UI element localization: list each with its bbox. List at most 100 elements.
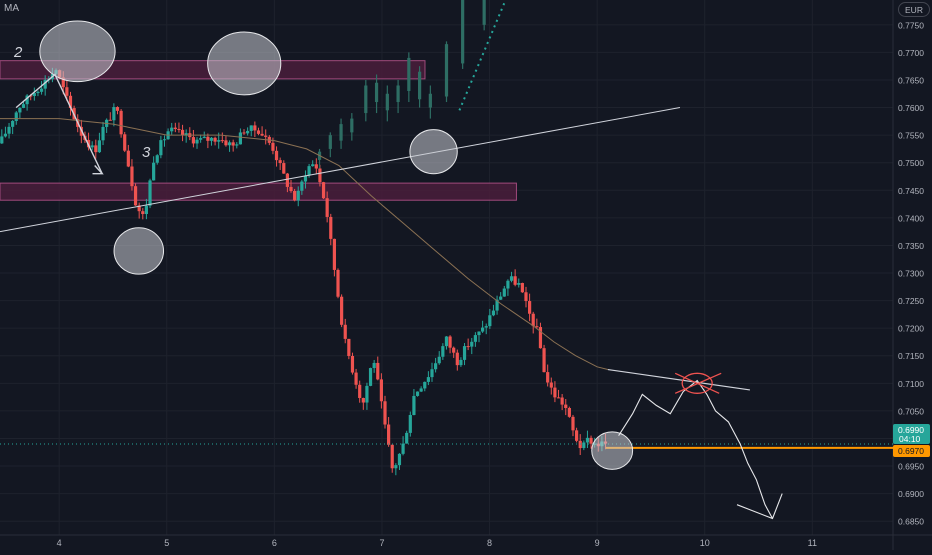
- candle-body: [358, 384, 362, 398]
- candle-body: [365, 385, 369, 403]
- candle-body: [481, 327, 485, 332]
- price-tick-label: 0.7400: [898, 213, 924, 223]
- candle-body: [97, 140, 102, 153]
- price-axis: 0.7750 0.7700 0.7650 0.7600 0.7550 0.7500 0.74…: [898, 20, 924, 526]
- candle-body: [231, 142, 235, 146]
- price-tick-label: 0.6950: [898, 462, 924, 472]
- time-tick-label: 7: [379, 538, 384, 548]
- indicator-legend[interactable]: MA: [4, 3, 19, 14]
- candle-body: [90, 145, 94, 148]
- candle-body: [112, 107, 116, 121]
- candle-body: [65, 87, 69, 96]
- candle-body: [177, 128, 181, 130]
- price-tick-label: 0.7350: [898, 241, 924, 251]
- price-tick-label: 0.6850: [898, 517, 924, 527]
- candle-body: [459, 359, 463, 366]
- candle-body: [538, 327, 543, 349]
- support-price-tag-bg: [893, 445, 930, 457]
- candle-body: [202, 136, 206, 139]
- candle-body: [162, 139, 167, 141]
- price-tick-label: 0.7100: [898, 379, 924, 389]
- candle-body: [585, 437, 590, 443]
- candle-body: [524, 292, 528, 302]
- candle-body: [159, 140, 163, 156]
- candle-body: [253, 125, 257, 131]
- candle-body: [152, 162, 156, 181]
- dotted-projection-line: [458, 0, 507, 111]
- candle-body: [455, 352, 459, 366]
- currency-button[interactable]: EUR: [898, 2, 930, 17]
- candle-body: [383, 401, 387, 425]
- projection-candle-body: [461, 0, 465, 64]
- candle-body: [452, 347, 456, 353]
- time-axis: 4 5 6 7 8 9 10 11: [57, 538, 817, 548]
- candle-body: [434, 363, 438, 370]
- candle-body: [405, 432, 409, 444]
- candle-body: [191, 137, 196, 144]
- candle-body: [271, 142, 275, 151]
- candle-body: [278, 160, 282, 164]
- candle-body: [101, 126, 105, 141]
- candle-body: [61, 77, 65, 88]
- candle-body: [426, 377, 430, 382]
- candle-body: [564, 404, 568, 408]
- candle-body: [517, 283, 521, 285]
- time-tick-label: 8: [487, 538, 492, 548]
- projection-candle-body: [418, 71, 422, 100]
- candle-body: [126, 150, 130, 167]
- projected-arrow-head: [736, 493, 783, 520]
- drawings: [0, 0, 893, 520]
- candle-body: [423, 381, 427, 389]
- candle-body: [560, 397, 564, 405]
- candle-body: [437, 356, 441, 364]
- price-tick-label: 0.7450: [898, 186, 924, 196]
- candle-body: [206, 136, 210, 141]
- candle-body: [372, 362, 376, 369]
- rejection-cross-line: [674, 372, 722, 394]
- candle-body: [148, 180, 152, 206]
- candle-body: [238, 132, 242, 145]
- candle-body: [141, 211, 145, 215]
- candle-body: [235, 144, 239, 146]
- candle-body: [36, 91, 40, 94]
- candle-body: [264, 135, 268, 137]
- candle-body: [213, 137, 217, 142]
- candle-body: [488, 315, 492, 327]
- projection-candle-body: [364, 85, 368, 114]
- candle-body: [293, 191, 297, 201]
- candle-body: [332, 238, 336, 270]
- projected-path: [618, 379, 773, 519]
- highlight-circle: [591, 431, 634, 470]
- candle-body: [14, 112, 18, 121]
- candle-body: [260, 133, 264, 136]
- candle-body: [354, 372, 358, 385]
- wave-2-label: 2: [13, 44, 23, 61]
- candle-body: [347, 338, 351, 356]
- candle-body: [509, 276, 514, 281]
- time-tick-label: 9: [595, 538, 600, 548]
- candle-body: [39, 88, 44, 92]
- candle-body: [43, 79, 47, 89]
- candle-body: [448, 336, 452, 348]
- candle-body: [470, 341, 474, 347]
- candle-body: [173, 127, 177, 129]
- projection-candle-body: [350, 118, 354, 133]
- candle-body: [18, 107, 22, 113]
- candle-body: [495, 299, 499, 311]
- candle-body: [491, 310, 496, 316]
- last-price-label: 0.6990: [898, 425, 924, 435]
- price-tick-label: 0.6900: [898, 489, 924, 499]
- candle-body: [574, 430, 579, 441]
- candle-body: [307, 166, 311, 176]
- candles: [0, 67, 608, 476]
- candle-body: [199, 138, 203, 140]
- highlight-circle: [409, 129, 458, 175]
- candle-body: [25, 95, 29, 105]
- descending-trendline: [607, 368, 750, 391]
- candle-body: [195, 139, 199, 144]
- candle-body: [419, 388, 423, 392]
- candle-body: [314, 164, 318, 169]
- candle-body: [180, 129, 185, 136]
